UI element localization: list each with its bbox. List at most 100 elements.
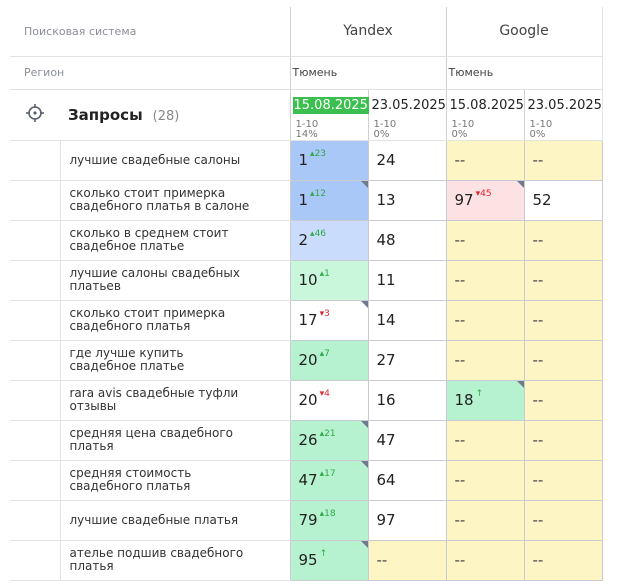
- corner-marker-icon[interactable]: [360, 460, 368, 468]
- position-cell[interactable]: 2 ▴46: [289, 219, 369, 261]
- table-row[interactable]: сколько стоит примерка свадебного платья…: [10, 299, 603, 341]
- column-date[interactable]: 23.05.2025: [371, 97, 446, 113]
- keyword-cell[interactable]: сколько стоит примерка свадебного платья…: [59, 180, 290, 221]
- keyword-text: сколько стоит примерка свадебного платья…: [69, 186, 250, 213]
- position-cell[interactable]: 1 ▴23: [289, 139, 369, 181]
- position-value: 64: [376, 471, 396, 489]
- row-gutter: [10, 220, 60, 261]
- position-cell[interactable]: 79 ▴18: [289, 499, 369, 541]
- keyword-cell[interactable]: лучшие свадебные платья: [59, 500, 290, 541]
- position-cell[interactable]: 97 ▾45: [445, 179, 525, 221]
- position-cell[interactable]: --: [445, 299, 525, 341]
- table-row[interactable]: сколько стоит примерка свадебного платья…: [10, 179, 603, 221]
- position-cell[interactable]: --: [445, 459, 525, 501]
- positions-table-container: Поисковая система Yandex Google Регион Т…: [10, 7, 603, 587]
- corner-marker-icon[interactable]: [360, 180, 368, 188]
- keyword-cell[interactable]: сколько стоит примерка свадебного платья: [59, 300, 290, 341]
- position-cell[interactable]: --: [523, 459, 603, 501]
- table-row[interactable]: лучшие свадебные салоны 1 ▴23 24 -- --: [10, 139, 603, 181]
- position-value: --: [532, 551, 544, 569]
- position-cell[interactable]: 47 ▴17: [289, 459, 369, 501]
- keyword-text: средняя цена свадебного платья: [69, 426, 234, 453]
- corner-marker-icon[interactable]: [516, 180, 524, 188]
- keyword-cell[interactable]: где лучше купить свадебное платье: [59, 340, 290, 381]
- position-cell[interactable]: 16: [367, 379, 447, 421]
- column-date[interactable]: 15.08.2025: [449, 97, 524, 113]
- keyword-cell[interactable]: ателье подшив свадебного платья: [59, 540, 290, 581]
- date-column-0[interactable]: 15.08.2025 1-10 14%: [289, 89, 369, 141]
- position-cell[interactable]: --: [523, 539, 603, 581]
- position-value: 48: [376, 231, 396, 249]
- position-cell[interactable]: --: [523, 419, 603, 461]
- corner-marker-icon[interactable]: [516, 380, 524, 388]
- position-cell[interactable]: 52: [523, 179, 603, 221]
- position-cell[interactable]: --: [445, 539, 525, 581]
- position-cell[interactable]: 20 ▴7: [289, 339, 369, 381]
- position-cell[interactable]: --: [523, 259, 603, 301]
- position-cell[interactable]: 27: [367, 339, 447, 381]
- table-row[interactable]: лучшие свадебные платья 79 ▴18 97 -- --: [10, 499, 603, 541]
- position-cell[interactable]: 10 ▴1: [289, 259, 369, 301]
- row-gutter: [10, 180, 60, 221]
- keyword-cell[interactable]: средняя стоимость свадебного платья: [59, 460, 290, 501]
- column-date[interactable]: 23.05.2025: [527, 97, 602, 113]
- column-percent: 0%: [529, 128, 546, 140]
- table-row[interactable]: лучшие салоны свадебных платьев 10 ▴1 11 -- -…: [10, 259, 603, 301]
- position-cell[interactable]: 1 ▴12: [289, 179, 369, 221]
- keyword-cell[interactable]: rara avis свадебные туфли отзывы: [59, 380, 290, 421]
- keyword-text: лучшие свадебные салоны: [69, 152, 241, 167]
- keyword-cell[interactable]: средняя цена свадебного платья: [59, 420, 290, 461]
- position-cell[interactable]: 97: [367, 499, 447, 541]
- keyword-text: лучшие салоны свадебных платьев: [69, 266, 240, 293]
- table-row[interactable]: средняя стоимость свадебного платья 47 ▴17…: [10, 459, 603, 501]
- table-row[interactable]: средняя цена свадебного платья 26 ▴21 47 -- -…: [10, 419, 603, 461]
- position-cell[interactable]: --: [523, 379, 603, 421]
- position-cell[interactable]: --: [445, 419, 525, 461]
- position-cell[interactable]: 17 ▾3: [289, 299, 369, 341]
- position-cell[interactable]: 11: [367, 259, 447, 301]
- engine-yandex[interactable]: Yandex: [289, 7, 446, 57]
- position-cell[interactable]: 95 ↑: [289, 539, 369, 581]
- position-cell[interactable]: --: [523, 299, 603, 341]
- position-cell[interactable]: --: [523, 499, 603, 541]
- keyword-cell[interactable]: сколько в среднем стоит свадебное платье: [59, 220, 290, 261]
- corner-marker-icon[interactable]: [360, 420, 368, 428]
- table-row[interactable]: где лучше купить свадебное платье 20 ▴7 27 -…: [10, 339, 603, 381]
- date-column-3[interactable]: 23.05.2025 1-10 0%: [523, 89, 603, 141]
- position-cell[interactable]: --: [523, 339, 603, 381]
- engine-google[interactable]: Google: [445, 7, 603, 57]
- position-cell[interactable]: --: [445, 499, 525, 541]
- position-cell[interactable]: 26 ▴21: [289, 419, 369, 461]
- position-cell[interactable]: --: [445, 219, 525, 261]
- position-cell[interactable]: --: [367, 539, 447, 581]
- position-cell[interactable]: 48: [367, 219, 447, 261]
- position-cell[interactable]: --: [445, 339, 525, 381]
- position-cell[interactable]: 24: [367, 139, 447, 181]
- date-column-1[interactable]: 23.05.2025 1-10 0%: [367, 89, 446, 141]
- position-drop-delta: ▾3: [319, 309, 330, 319]
- column-range: 1-10: [529, 118, 553, 130]
- corner-marker-icon[interactable]: [360, 300, 368, 308]
- position-cell[interactable]: --: [445, 139, 525, 181]
- date-column-2[interactable]: 15.08.2025 1-10 0%: [445, 89, 524, 141]
- position-cell[interactable]: --: [523, 139, 603, 181]
- keyword-cell[interactable]: лучшие салоны свадебных платьев: [59, 260, 290, 301]
- position-cell[interactable]: 18 ↑: [445, 379, 525, 421]
- corner-marker-icon[interactable]: [360, 540, 368, 548]
- position-cell[interactable]: 14: [367, 299, 447, 341]
- column-date[interactable]: 15.08.2025: [292, 96, 369, 114]
- column-range: 1-10: [451, 118, 475, 130]
- table-row[interactable]: ателье подшив свадебного платья 95 ↑ -- -- --: [10, 539, 603, 581]
- position-cell[interactable]: 13: [367, 179, 447, 221]
- position-cell[interactable]: --: [445, 259, 525, 301]
- search-system-label: Поисковая система: [10, 7, 290, 57]
- position-cell[interactable]: 47: [367, 419, 447, 461]
- target-icon[interactable]: [25, 103, 45, 123]
- table-row[interactable]: сколько в среднем стоит свадебное платье…: [10, 219, 603, 261]
- position-cell[interactable]: --: [523, 219, 603, 261]
- position-cell[interactable]: 20 ▾4: [289, 379, 369, 421]
- table-row[interactable]: rara avis свадебные туфли отзывы 20 ▾4 16 18…: [10, 379, 603, 421]
- position-cell[interactable]: 64: [367, 459, 447, 501]
- queries-header-row: Запросы (28) 15.08.2025 1-10 14% 23.05.20…: [10, 89, 603, 141]
- keyword-cell[interactable]: лучшие свадебные салоны: [59, 140, 290, 181]
